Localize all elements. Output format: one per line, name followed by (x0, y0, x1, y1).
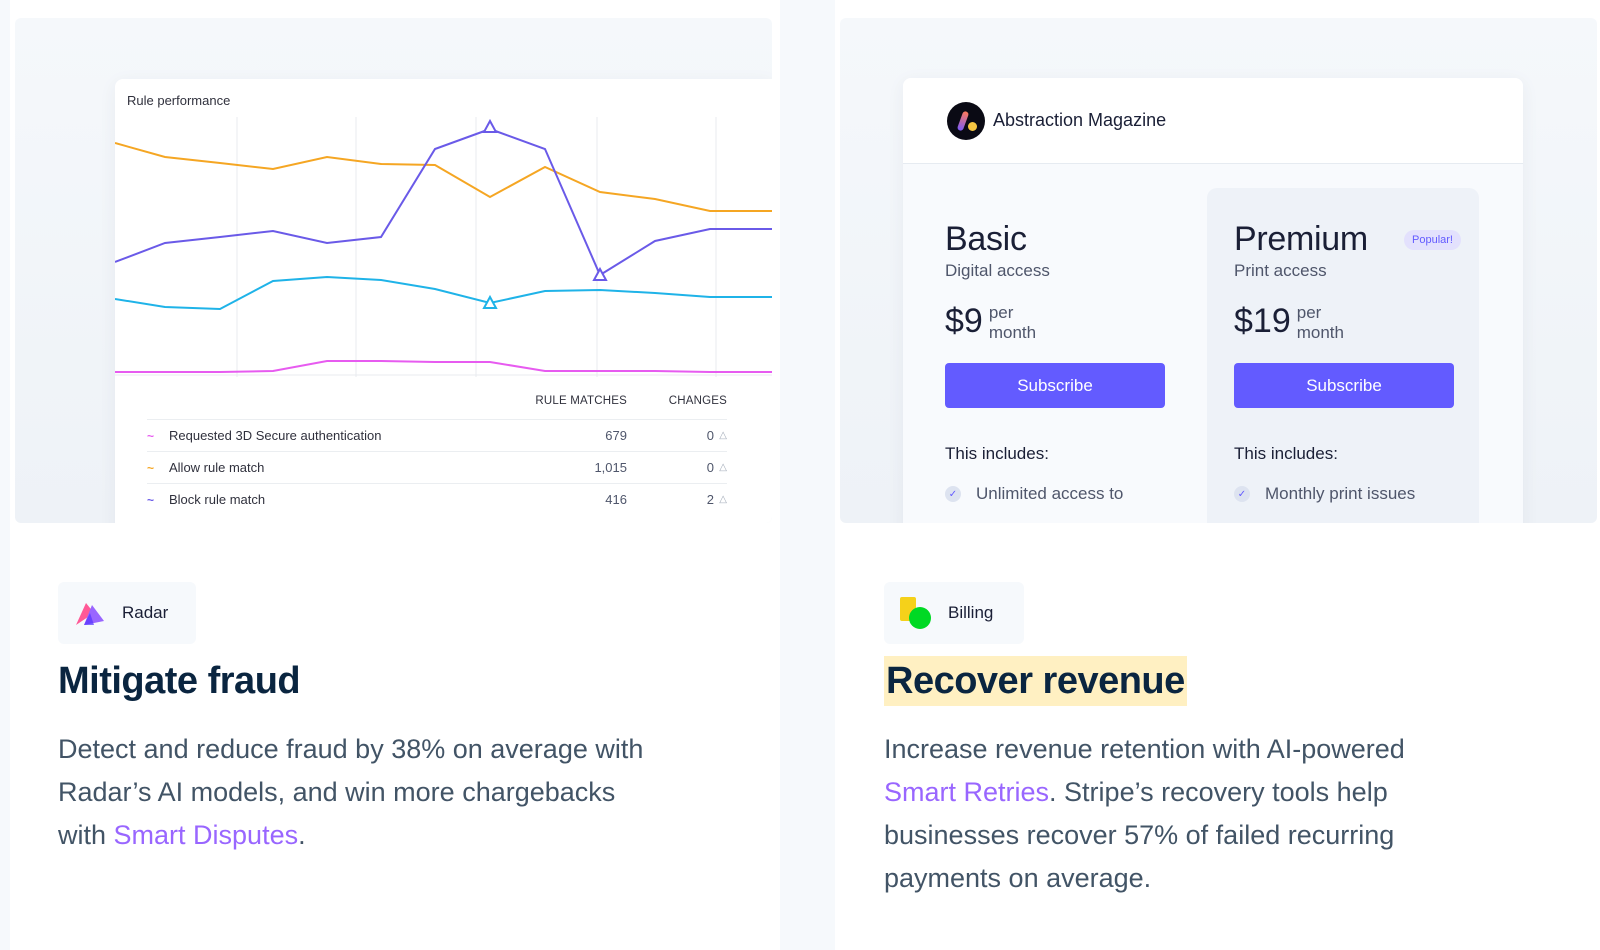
triangle-icon: △ (719, 430, 727, 441)
change-marker (592, 266, 608, 281)
rule-changes: 0 (706, 460, 714, 475)
body-text: Increase revenue retention with AI-power… (884, 728, 1444, 900)
body-text-part: . Stripe’s recovery tools help businesse… (884, 777, 1395, 893)
allow-rule-line (115, 142, 772, 212)
plan-basic: Basic Digital access $9 per month Subscr… (903, 188, 1175, 523)
plan-period: per month (1296, 303, 1344, 342)
triangle-icon: △ (719, 462, 727, 473)
badge-label: Billing (948, 603, 994, 622)
pricing-header: Abstraction Magazine (903, 78, 1523, 164)
table-row[interactable]: ~ Requested 3D Secure authentication 679… (147, 419, 727, 451)
rule-performance-title: Rule performance (127, 93, 231, 108)
rule-changes: 0 (706, 428, 714, 443)
3ds-rule-line (115, 360, 772, 373)
rule-name: Allow rule match (169, 460, 265, 475)
billing-icon (900, 597, 932, 629)
billing-card: Abstraction Magazine Basic Digital acces… (835, 0, 1600, 950)
feature-label: Unlimited access to (976, 484, 1124, 503)
rule-performance-chart (115, 117, 772, 377)
smart-retries-link[interactable]: Smart Retries (884, 777, 1050, 807)
billing-badge[interactable]: Billing (884, 582, 1024, 644)
trend-icon: ~ (147, 460, 155, 475)
subscribe-button[interactable]: Subscribe (1234, 363, 1454, 408)
rule-matches: 416 (605, 492, 627, 507)
feature-label: Monthly print issues (1265, 484, 1416, 503)
plan-name: Basic (945, 220, 1027, 258)
subscribe-button[interactable]: Subscribe (945, 363, 1165, 408)
radar-badge[interactable]: Radar (58, 582, 196, 644)
plan-period: per month (988, 303, 1037, 342)
plan-name: Premium (1234, 220, 1368, 258)
plan-premium: Popular! Premium Print access $19 per mo… (1207, 188, 1479, 523)
pricing-panel: Abstraction Magazine Basic Digital acces… (903, 78, 1523, 523)
body-text-part: Detect and reduce fraud by 38% on averag… (58, 734, 644, 850)
rule-name: Block rule match (169, 492, 266, 507)
3ds-line-blue (115, 275, 772, 311)
table-row[interactable]: ~ Allow rule match 1,015 0 △ (147, 451, 727, 483)
feature-item: ✓ Monthly print issues (1234, 484, 1479, 504)
block-rule-line (115, 127, 772, 277)
rule-matches: 1,015 (594, 460, 627, 475)
rule-name: Requested 3D Secure authentication (169, 428, 382, 443)
trend-icon: ~ (147, 492, 155, 507)
col-changes: CHANGES (668, 395, 727, 407)
feature-item: ✓ Unlimited access to (945, 484, 1175, 504)
badge-label: Radar (122, 603, 169, 622)
rule-matches: 679 (605, 428, 627, 443)
radar-visual: Rule performance (15, 18, 772, 523)
check-icon: ✓ (945, 486, 961, 502)
headline: Recover revenue (884, 656, 1187, 706)
brand-name: Abstraction Magazine (993, 110, 1167, 130)
check-icon: ✓ (1234, 486, 1250, 502)
plan-price: $19 (1234, 302, 1291, 340)
col-rule-matches: RULE MATCHES (535, 395, 627, 407)
billing-visual: Abstraction Magazine Basic Digital acces… (840, 18, 1597, 523)
radar-card: Rule performance (10, 0, 780, 950)
plan-sub: Digital access (945, 261, 1050, 280)
plan-price: $9 (945, 302, 983, 340)
body-text-part: . (298, 820, 306, 850)
smart-disputes-link[interactable]: Smart Disputes (113, 820, 299, 850)
rule-performance-panel: Rule performance (115, 79, 772, 523)
trend-icon: ~ (147, 428, 155, 443)
headline: Mitigate fraud (58, 660, 301, 702)
popular-badge: Popular! (1404, 230, 1461, 250)
body-text: Detect and reduce fraud by 38% on averag… (58, 728, 668, 857)
plan-sub: Print access (1234, 261, 1327, 280)
triangle-icon: △ (719, 494, 727, 505)
rule-table: RULE MATCHES CHANGES ~ Requested 3D Secu… (147, 395, 727, 515)
radar-icon (76, 603, 104, 625)
change-marker (482, 118, 498, 133)
body-text-part: Increase revenue retention with AI-power… (884, 734, 1405, 764)
change-marker (482, 294, 498, 309)
rule-changes: 2 (706, 492, 714, 507)
table-row[interactable]: ~ Block rule match 416 2 △ (147, 483, 727, 515)
rule-table-header: RULE MATCHES CHANGES (147, 395, 727, 419)
brand-logo-icon (947, 101, 985, 140)
includes-label: This includes: (1234, 444, 1338, 463)
includes-label: This includes: (945, 444, 1049, 463)
